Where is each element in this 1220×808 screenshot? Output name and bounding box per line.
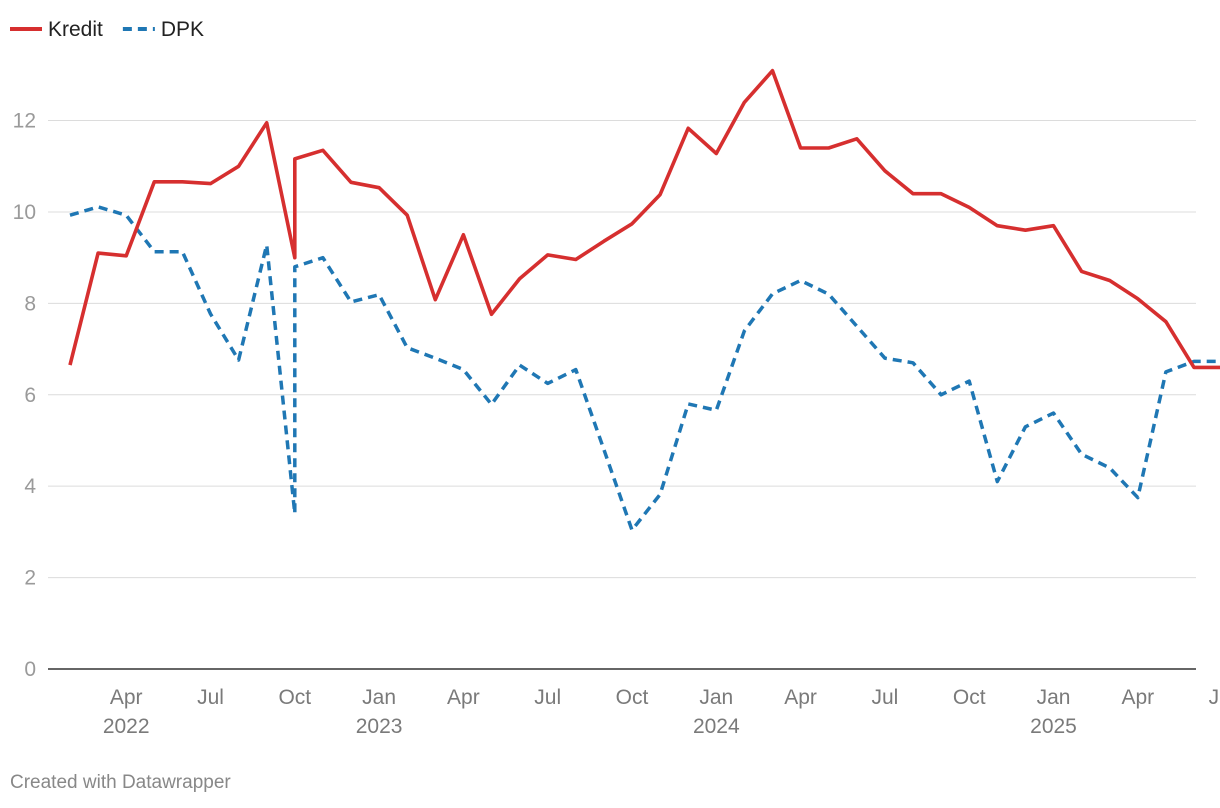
x-axis: Apr 2022 Jul Oct Jan 2023 Apr Jul Oct Jan 2024 Apr J… bbox=[103, 686, 1220, 738]
x-tick-label: Jan bbox=[362, 686, 396, 709]
y-tick-label: 10 bbox=[13, 201, 36, 224]
x-tick-label: Oct bbox=[616, 686, 649, 709]
x-tick-label: Apr bbox=[110, 686, 143, 709]
x-tick-label: Jan bbox=[699, 686, 733, 709]
x-tick-label: Apr bbox=[1121, 686, 1154, 709]
y-tick-label: 8 bbox=[24, 292, 36, 315]
legend-label-kredit: Kredit bbox=[48, 18, 103, 41]
x-tick-label: Oct bbox=[278, 686, 311, 709]
x-tick-year-label: 2023 bbox=[356, 715, 403, 738]
chart-legend: Kredit DPK bbox=[10, 18, 204, 41]
x-tick-label: Jul bbox=[1209, 686, 1220, 709]
chart-gridlines bbox=[48, 120, 1196, 670]
series-line-kredit bbox=[68, 68, 1220, 370]
y-axis: 0 2 4 6 8 10 12 bbox=[13, 110, 37, 681]
footer-credit: Created with Datawrapper bbox=[10, 772, 231, 793]
x-tick-label: Jul bbox=[871, 686, 898, 709]
y-tick-label: 12 bbox=[13, 110, 36, 133]
x-tick-label: Jan bbox=[1037, 686, 1071, 709]
chart-series bbox=[68, 68, 1220, 532]
x-tick-year-label: 2024 bbox=[693, 715, 740, 738]
y-tick-label: 4 bbox=[24, 475, 36, 498]
line-chart: Kredit DPK 0 2 4 6 8 10 12 Apr 2022 Jul Oct Jan 2023… bbox=[10, 18, 1220, 738]
y-tick-label: 0 bbox=[24, 658, 36, 681]
y-tick-label: 2 bbox=[24, 567, 36, 590]
x-tick-label: Jul bbox=[197, 686, 224, 709]
x-tick-year-label: 2022 bbox=[103, 715, 150, 738]
x-tick-label: Apr bbox=[447, 686, 480, 709]
x-tick-label: Jul bbox=[534, 686, 561, 709]
legend-label-dpk: DPK bbox=[161, 18, 204, 41]
x-tick-year-label: 2025 bbox=[1030, 715, 1077, 738]
x-tick-label: Oct bbox=[953, 686, 986, 709]
y-tick-label: 6 bbox=[24, 384, 36, 407]
series-line-dpk bbox=[69, 205, 1220, 532]
x-tick-label: Apr bbox=[784, 686, 817, 709]
